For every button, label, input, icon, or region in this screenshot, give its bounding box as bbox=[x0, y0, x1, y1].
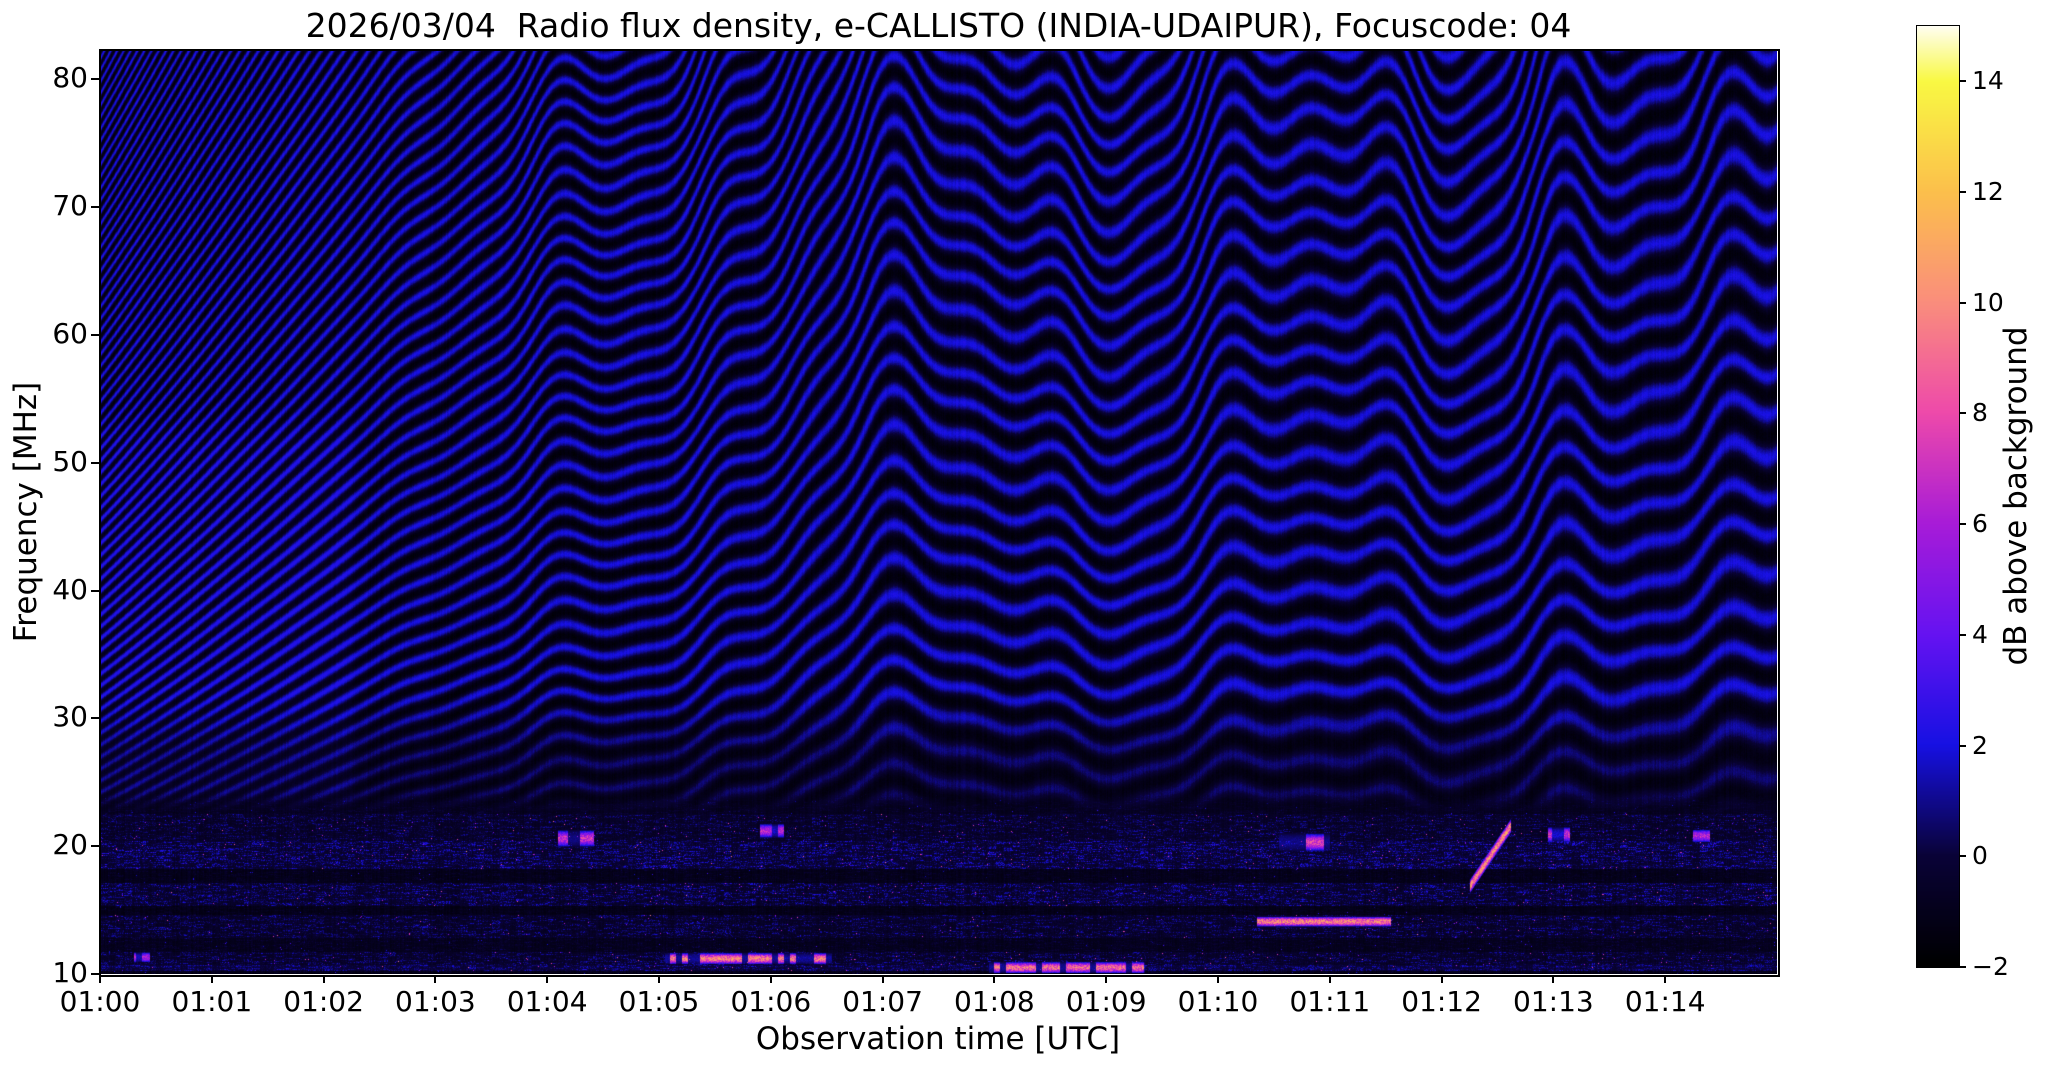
x-tick-label: 01:09 bbox=[1065, 985, 1147, 1018]
x-tick-label: 01:14 bbox=[1624, 985, 1706, 1018]
colorbar-tick-mark bbox=[1959, 855, 1966, 858]
x-tick-mark bbox=[99, 975, 101, 983]
y-tick-label: 60 bbox=[52, 316, 88, 350]
colorbar-tick-label: 2 bbox=[1972, 730, 1988, 760]
x-tick-mark bbox=[658, 975, 660, 983]
spectrogram-heatmap bbox=[100, 50, 1777, 974]
x-tick-mark bbox=[1217, 975, 1219, 983]
x-axis-label: Observation time [UTC] bbox=[755, 1021, 1121, 1057]
y-tick-label: 70 bbox=[52, 189, 88, 223]
colorbar-tick-label: 6 bbox=[1972, 509, 1988, 539]
x-tick-label: 01:12 bbox=[1401, 985, 1482, 1018]
x-tick-mark bbox=[1552, 975, 1555, 983]
y-axis-label: Frequency [MHz] bbox=[8, 381, 44, 643]
x-tick-mark bbox=[1440, 975, 1443, 983]
x-tick-label: 01:01 bbox=[171, 985, 253, 1018]
x-tick-mark bbox=[434, 975, 437, 983]
y-tick-mark bbox=[91, 717, 99, 720]
x-tick-label: 01:08 bbox=[954, 985, 1035, 1018]
chart-title: 2026/03/04 Radio flux density, e-CALLIST… bbox=[305, 6, 1572, 45]
y-tick-label: 10 bbox=[52, 956, 88, 989]
x-tick-mark bbox=[993, 975, 996, 983]
colorbar-tick-mark bbox=[1959, 80, 1966, 83]
y-tick-mark bbox=[91, 333, 99, 336]
colorbar-tick-label: 14 bbox=[1972, 66, 2004, 96]
y-tick-mark bbox=[91, 461, 99, 464]
x-tick-mark bbox=[1105, 975, 1108, 983]
x-tick-label: 01:10 bbox=[1177, 985, 1259, 1018]
y-tick-label: 30 bbox=[52, 700, 88, 734]
y-tick-mark bbox=[91, 78, 99, 81]
x-tick-mark bbox=[322, 975, 325, 983]
y-tick-mark bbox=[91, 973, 99, 975]
y-tick-label: 20 bbox=[52, 828, 88, 862]
colorbar-tick-label: 10 bbox=[1972, 287, 2004, 317]
x-tick-label: 01:11 bbox=[1289, 985, 1371, 1018]
y-tick-label: 40 bbox=[52, 572, 88, 606]
y-tick-mark bbox=[91, 589, 99, 592]
colorbar-tick-label: 0 bbox=[1972, 841, 1988, 871]
y-tick-label: 50 bbox=[52, 444, 88, 478]
colorbar-tick-label: 4 bbox=[1972, 619, 1988, 649]
y-tick-mark bbox=[91, 206, 99, 209]
colorbar-gradient bbox=[1917, 26, 1959, 967]
colorbar-tick-mark bbox=[1959, 633, 1966, 636]
colorbar-tick-label: −2 bbox=[1972, 952, 2009, 981]
colorbar-tick-label: 12 bbox=[1972, 177, 2004, 207]
colorbar-tick-mark bbox=[1959, 966, 1966, 968]
x-tick-label: 01:02 bbox=[283, 985, 364, 1018]
x-tick-mark bbox=[769, 975, 772, 983]
x-tick-mark bbox=[546, 975, 549, 983]
x-tick-mark bbox=[1328, 975, 1331, 983]
x-tick-label: 01:03 bbox=[395, 985, 476, 1018]
x-tick-label: 01:07 bbox=[842, 985, 923, 1018]
x-tick-label: 01:13 bbox=[1513, 985, 1594, 1018]
x-tick-mark bbox=[881, 975, 884, 983]
x-tick-label: 01:05 bbox=[618, 985, 700, 1018]
x-tick-label: 01:00 bbox=[59, 985, 141, 1018]
y-tick-mark bbox=[91, 845, 99, 848]
colorbar-tick-mark bbox=[1959, 191, 1966, 194]
y-tick-label: 80 bbox=[52, 61, 88, 95]
colorbar-tick-mark bbox=[1959, 301, 1966, 304]
colorbar-label: dB above background bbox=[1998, 326, 2034, 666]
colorbar-tick-mark bbox=[1959, 412, 1966, 415]
colorbar-tick-mark bbox=[1959, 744, 1966, 747]
x-tick-label: 01:06 bbox=[730, 985, 812, 1018]
colorbar-tick-mark bbox=[1959, 523, 1966, 526]
x-tick-mark bbox=[210, 975, 213, 983]
colorbar-tick-label: 8 bbox=[1972, 398, 1988, 428]
x-tick-mark bbox=[1664, 975, 1667, 983]
x-tick-label: 01:04 bbox=[506, 985, 588, 1018]
